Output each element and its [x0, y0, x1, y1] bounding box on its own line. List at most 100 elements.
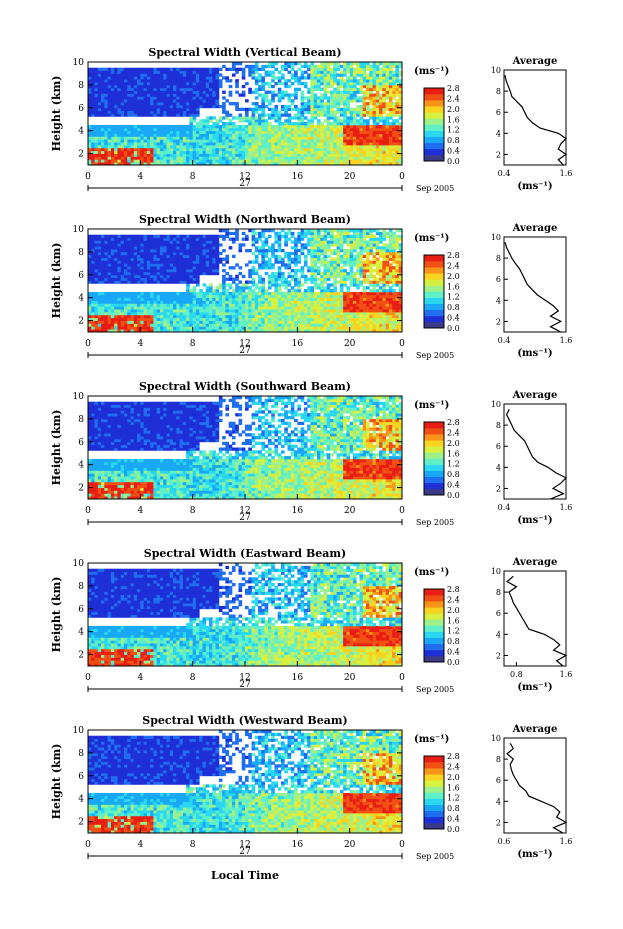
- colorbar-swatch: [424, 124, 444, 131]
- colorbar-swatch: [424, 589, 444, 596]
- x-tick-label: 16: [292, 172, 304, 182]
- date-label: Sep 2005: [416, 518, 454, 527]
- avg-x-tick-label: 1.6: [560, 336, 573, 345]
- avg-y-tick-label: 10: [491, 567, 501, 576]
- avg-x-tick-label: 0.8: [510, 670, 523, 679]
- colorbar-tick-label: 0.4: [447, 314, 460, 323]
- colorbar-swatch: [424, 440, 444, 447]
- colorbar-tick-label: 0.4: [447, 481, 460, 490]
- colorbar-frame: [423, 421, 445, 496]
- x-tick-label: 4: [137, 172, 143, 182]
- avg-x-tick-label: 0.4: [498, 336, 511, 345]
- x-tick-label: 16: [292, 840, 304, 850]
- colorbar-swatch: [424, 655, 444, 663]
- colorbar-swatch: [424, 94, 444, 101]
- colorbar-swatch: [424, 106, 444, 113]
- x-tick-label: 20: [344, 840, 356, 850]
- colorbar-swatch: [424, 422, 444, 429]
- colorbar-swatch: [424, 142, 444, 150]
- colorbar-swatch: [424, 786, 444, 793]
- colorbar-tick-label: 2.0: [447, 773, 460, 782]
- colorbar-frame: [423, 87, 445, 162]
- x-tick-label: 8: [190, 673, 196, 683]
- x-tick-label: 20: [344, 506, 356, 516]
- panel-title: Spectral Width (Vertical Beam): [148, 46, 341, 59]
- y-tick-label: 2: [78, 317, 84, 327]
- day-label: 27: [239, 680, 251, 690]
- colorbar-tick-label: 0.8: [447, 470, 460, 479]
- avg-x-tick-label: 1.6: [560, 503, 573, 512]
- colorbar-unit: (ms⁻¹): [414, 567, 449, 578]
- colorbar-swatch: [424, 136, 444, 144]
- avg-x-tick-label: 1.6: [560, 837, 573, 846]
- colorbar-tick-label: 2.8: [447, 251, 460, 260]
- colorbar-tick-label: 2.4: [447, 261, 460, 270]
- colorbar-swatch: [424, 148, 444, 156]
- x-tick-label: 0: [85, 506, 91, 516]
- colorbar-swatch: [424, 619, 444, 626]
- y-tick-label: 8: [78, 749, 84, 759]
- avg-y-tick-label: 6: [496, 275, 501, 284]
- avg-x-label: (ms⁻¹): [517, 849, 552, 860]
- colorbar-tick-label: 1.6: [447, 115, 460, 124]
- day-label: 27: [239, 513, 251, 523]
- colorbar-swatch: [424, 458, 444, 465]
- colorbar-swatch: [424, 470, 444, 478]
- colorbar-frame: [423, 254, 445, 329]
- x-tick-label: 0: [399, 506, 405, 516]
- colorbar-tick-label: 2.4: [447, 428, 460, 437]
- colorbar-tick-label: 1.6: [447, 282, 460, 291]
- avg-y-tick-label: 8: [496, 421, 501, 430]
- avg-y-tick-label: 10: [491, 734, 501, 743]
- colorbar-swatch: [424, 476, 444, 484]
- colorbar-swatch: [424, 649, 444, 657]
- colorbar-swatch: [424, 774, 444, 781]
- y-tick-label: 6: [78, 438, 84, 448]
- colorbar-tick-label: 2.0: [447, 439, 460, 448]
- y-tick-label: 8: [78, 248, 84, 258]
- colorbar-tick-label: 2.0: [447, 606, 460, 615]
- y-tick-label: 2: [78, 651, 84, 661]
- average-frame: [503, 403, 567, 500]
- colorbar-swatch: [424, 768, 444, 775]
- colorbar-swatch: [424, 100, 444, 107]
- avg-x-tick-label: 1.6: [560, 169, 573, 178]
- avg-y-tick-label: 2: [496, 150, 501, 159]
- x-tick-label: 8: [190, 339, 196, 349]
- heatmap: [88, 563, 403, 667]
- x-tick-label: 20: [344, 673, 356, 683]
- colorbar-swatch: [424, 595, 444, 602]
- x-tick-label: 0: [399, 840, 405, 850]
- colorbar-swatch: [424, 762, 444, 769]
- x-tick-label: 4: [137, 840, 143, 850]
- colorbar-swatch: [424, 625, 444, 632]
- heatmap: [88, 229, 403, 333]
- average-frame: [503, 737, 567, 834]
- colorbar-tick-label: 1.6: [447, 616, 460, 625]
- colorbar-swatch: [424, 607, 444, 614]
- date-label: Sep 2005: [416, 351, 454, 360]
- colorbar-tick-label: 1.2: [447, 126, 460, 135]
- colorbar-tick-label: 1.6: [447, 783, 460, 792]
- colorbar-swatch: [424, 434, 444, 441]
- y-tick-label: 8: [78, 582, 84, 592]
- x-tick-label: 0: [399, 339, 405, 349]
- colorbar-swatch: [424, 88, 444, 95]
- colorbar-swatch: [424, 637, 444, 645]
- colorbar-tick-label: 1.2: [447, 627, 460, 636]
- colorbar-swatch: [424, 643, 444, 651]
- day-label: 27: [239, 179, 251, 189]
- colorbar-unit: (ms⁻¹): [414, 233, 449, 244]
- y-tick-label: 6: [78, 605, 84, 615]
- colorbar-tick-label: 2.0: [447, 272, 460, 281]
- avg-y-tick-label: 4: [496, 129, 501, 138]
- x-tick-label: 4: [137, 339, 143, 349]
- x-tick-label: 4: [137, 673, 143, 683]
- average-profile-line: [504, 242, 563, 333]
- y-tick-label: 2: [78, 150, 84, 160]
- x-tick-label: 0: [85, 673, 91, 683]
- x-tick-label: 0: [399, 673, 405, 683]
- avg-y-tick-label: 6: [496, 442, 501, 451]
- x-tick-label: 12: [239, 172, 250, 182]
